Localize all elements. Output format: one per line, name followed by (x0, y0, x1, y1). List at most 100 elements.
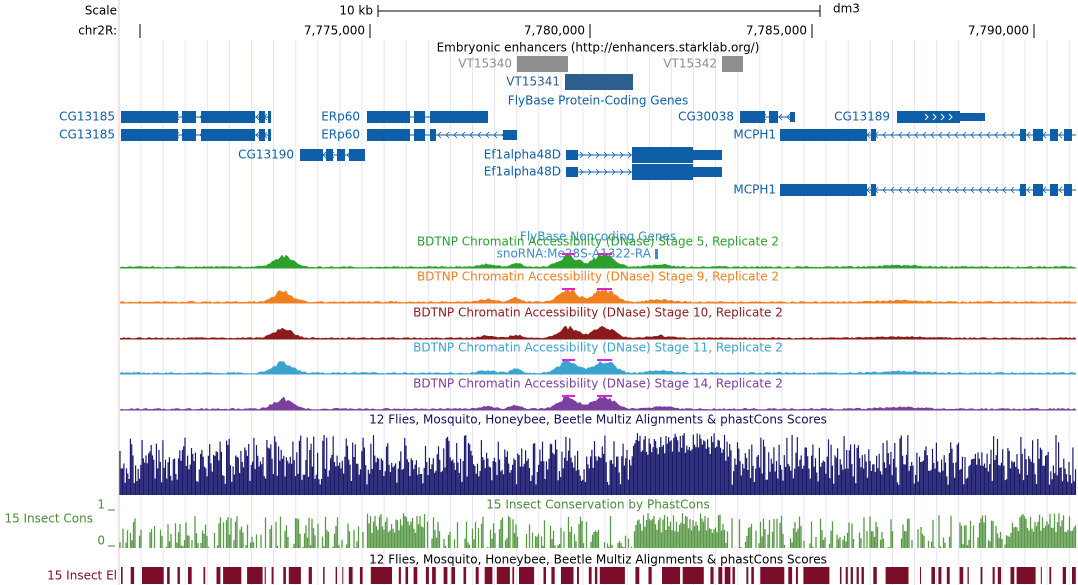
exon (182, 129, 196, 141)
track-title: BDTNP Chromatin Accessibility (DNase) St… (413, 377, 783, 391)
clip-marker (597, 288, 612, 290)
signal (120, 396, 1076, 410)
signal (120, 360, 1076, 374)
element (850, 567, 853, 584)
track-label: 15 Insect El (47, 569, 117, 583)
element (938, 567, 942, 584)
element (635, 567, 640, 584)
enhancer-label: VT15340 (458, 57, 512, 71)
exon (430, 111, 488, 123)
track-title: BDTNP Chromatin Accessibility (DNase) St… (413, 306, 783, 320)
track-title: Embryonic enhancers (http://enhancers.st… (437, 41, 760, 55)
element (463, 567, 467, 584)
exon (780, 129, 867, 141)
element (496, 567, 510, 584)
element (484, 567, 493, 584)
exon (337, 149, 345, 161)
position-tick-label: 7,780,000 (524, 24, 585, 38)
element (247, 567, 263, 584)
element (223, 567, 242, 584)
element (167, 567, 170, 584)
exon (1020, 129, 1026, 141)
exon (960, 113, 985, 121)
element (432, 567, 436, 584)
enhancer (722, 56, 743, 72)
track-title: FlyBase Noncoding Genes (520, 230, 676, 244)
exon (780, 184, 867, 196)
scale-bar (377, 5, 821, 17)
track-title: BDTNP Chromatin Accessibility (DNase) St… (417, 270, 779, 284)
element (1049, 567, 1052, 584)
signal (120, 325, 1076, 339)
exon (367, 111, 410, 123)
exon (121, 111, 178, 123)
exon (1020, 184, 1026, 196)
gene-label: Ef1alpha48D (484, 148, 561, 162)
element (512, 567, 515, 584)
strand-arrows (924, 113, 953, 121)
exon (655, 249, 658, 259)
exon (1033, 129, 1043, 141)
element (264, 567, 266, 584)
exon (259, 111, 265, 123)
conservation-bars (119, 433, 1077, 495)
exon (790, 112, 795, 122)
element (203, 567, 206, 584)
element (920, 567, 921, 584)
exon (769, 111, 778, 123)
track-title: 12 Flies, Mosquito, Honeybee, Beetle Mul… (369, 413, 827, 427)
element (788, 567, 793, 584)
element (992, 567, 995, 584)
element (967, 567, 969, 584)
element (177, 567, 180, 584)
element (519, 567, 535, 584)
gene-label: ERp60 (321, 110, 360, 124)
element (425, 567, 429, 584)
clip-marker (562, 253, 575, 255)
element (845, 567, 848, 584)
element (873, 567, 877, 584)
element (308, 567, 312, 584)
enhancer-label: VT15341 (506, 75, 560, 89)
element (121, 567, 123, 584)
exon (1050, 184, 1058, 196)
element (599, 567, 625, 584)
exon (1064, 129, 1072, 141)
clip-marker (562, 359, 575, 361)
axis-ticks (108, 509, 115, 547)
exon (430, 129, 436, 141)
element (931, 567, 935, 584)
exon (503, 130, 517, 140)
element (724, 567, 731, 584)
element (475, 567, 479, 584)
element (760, 567, 785, 584)
exon (201, 111, 255, 123)
exon (632, 164, 693, 180)
element (839, 567, 842, 584)
signal (120, 289, 1076, 303)
element (1010, 567, 1015, 584)
gene-label: MCPH1 (733, 128, 776, 142)
signal (120, 254, 1076, 268)
element (588, 567, 592, 584)
element (648, 567, 652, 584)
clip-marker (597, 359, 612, 361)
clip-marker (597, 395, 612, 397)
element (662, 567, 681, 584)
element (1040, 567, 1042, 584)
element (561, 567, 574, 584)
element (718, 567, 723, 584)
element (997, 567, 1002, 584)
element (732, 567, 735, 584)
gene-label: CG13185 (59, 110, 115, 124)
element (130, 567, 135, 584)
element (682, 567, 704, 584)
exon (326, 149, 333, 161)
axis-max: 1 (97, 498, 105, 512)
element (359, 567, 363, 584)
element (594, 567, 598, 584)
element (803, 567, 830, 584)
track-title: BDTNP Chromatin Accessibility (DNase) St… (417, 235, 779, 249)
element (1072, 567, 1076, 584)
phastcons-bars (119, 513, 1077, 548)
